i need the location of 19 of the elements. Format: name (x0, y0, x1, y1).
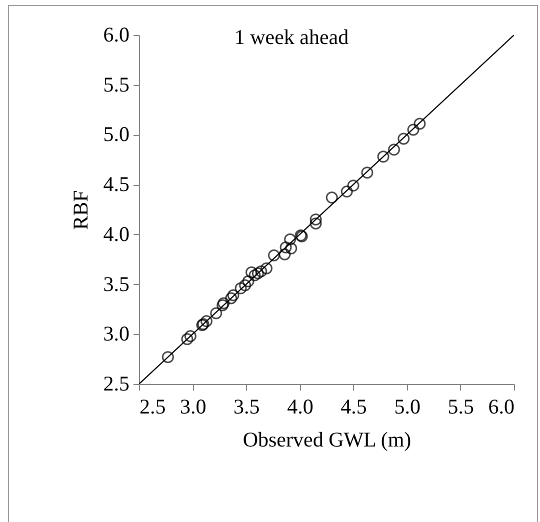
y-tick-label: 4.0 (103, 222, 130, 246)
x-tick-label: 2.5 (140, 394, 166, 418)
y-tick-label: 5.0 (103, 122, 130, 146)
x-tick-label: 3.5 (234, 394, 260, 418)
y-axis-title: RBF (68, 190, 92, 230)
y-tick-label: 3.5 (103, 272, 130, 296)
x-tick-label: 4.0 (287, 394, 314, 418)
y-tick-label: 4.5 (103, 172, 130, 196)
x-tick-label: 4.5 (340, 394, 367, 418)
x-axis-title: Observed GWL (m) (242, 428, 412, 452)
y-tick-label: 2.5 (103, 372, 130, 396)
x-tick-label: 5.5 (448, 394, 474, 418)
chart-title: 1 week ahead (234, 25, 350, 49)
y-tick-label: 5.5 (103, 72, 130, 96)
x-tick-label: 5.0 (394, 394, 420, 418)
y-tick-label: 3.0 (103, 322, 130, 346)
x-tick-label: 3.0 (180, 394, 206, 418)
y-tick-label: 6.0 (103, 22, 130, 46)
x-tick-label: 6.0 (488, 394, 514, 418)
